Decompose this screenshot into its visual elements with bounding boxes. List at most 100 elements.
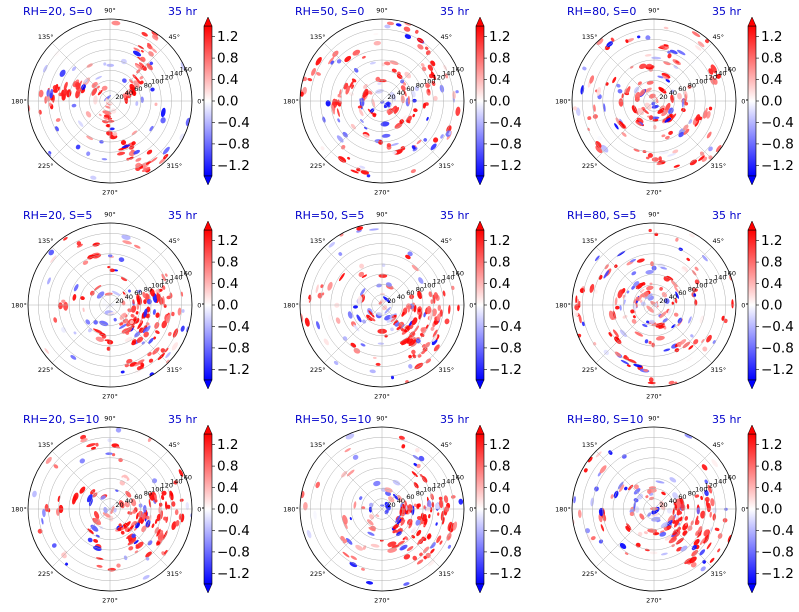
field-cell [153, 37, 158, 41]
field-cell [457, 304, 460, 312]
field-cell [618, 120, 625, 129]
colorbar-tick-label: −0.8 [761, 544, 794, 560]
colorbar-tick-label: −0.8 [217, 544, 250, 560]
field-cell [697, 531, 702, 537]
field-cell [71, 103, 77, 108]
theta-tick-label: 45° [441, 33, 453, 41]
field-cell [710, 498, 715, 507]
field-cell [95, 557, 104, 561]
field-cell [395, 23, 402, 27]
field-cell [664, 102, 671, 112]
field-cell [72, 294, 77, 301]
field-cell [345, 538, 353, 545]
theta-tick-label: 90° [104, 211, 116, 219]
field-cell [73, 492, 79, 502]
field-cell [171, 311, 175, 317]
colorbar: 1.2 0.8 0.4 0.0 −0.4 −0.8 −1.2 [203, 220, 250, 390]
theta-tick-label: 45° [713, 33, 725, 41]
field-cell [412, 454, 420, 461]
field-cell [694, 118, 700, 127]
field-cell [689, 159, 698, 166]
field-cell [373, 40, 381, 46]
field-cell [634, 91, 641, 101]
field-cell [75, 144, 81, 150]
field-cell [452, 521, 458, 531]
field-cell [384, 24, 391, 29]
field-cell [680, 268, 687, 273]
field-cell [321, 292, 325, 296]
radial-tick-label: 40 [669, 293, 677, 301]
radial-tick-label: 160 [180, 474, 192, 482]
field-cell [705, 107, 708, 113]
field-cell [394, 122, 403, 129]
theta-tick-label: 90° [376, 415, 388, 423]
field-cell [351, 84, 355, 90]
colorbar-tick-label: 0.4 [489, 276, 510, 292]
field-cell [135, 311, 139, 315]
theta-tick-label: 0° [469, 506, 476, 514]
field-cell [662, 318, 668, 323]
field-cell [77, 120, 84, 127]
field-cell [408, 339, 417, 346]
polar-grid [299, 222, 465, 388]
field-cell [630, 309, 635, 314]
radial-tick-label: 20 [659, 93, 667, 101]
field-cell [315, 321, 321, 330]
colorbar-extend-max [747, 424, 757, 435]
field-cell [686, 503, 690, 510]
theta-tick-label: 180° [555, 506, 571, 514]
colorbar-extend-max [475, 220, 485, 231]
field-cell [694, 266, 699, 271]
radial-tick-label: 20 [659, 501, 667, 509]
field-cell [145, 519, 151, 528]
field-cell [96, 85, 100, 89]
field-cell [429, 311, 433, 322]
field-cell [304, 317, 310, 327]
field-cell [694, 494, 700, 498]
field-cell [635, 121, 642, 127]
field-cell [416, 537, 424, 545]
field-cell [632, 315, 636, 319]
field-cell [425, 552, 431, 559]
field-cell [687, 84, 692, 89]
field-cell [101, 85, 108, 91]
field-cell [127, 535, 132, 540]
field-cell [73, 284, 79, 292]
theta-tick-label: 0° [469, 302, 476, 310]
field-cell [396, 326, 401, 331]
field-cell [394, 321, 399, 325]
field-cell [625, 39, 629, 43]
field-cell [180, 325, 185, 332]
field-cell [631, 105, 638, 114]
field-cell [102, 512, 111, 518]
field-cell [423, 312, 427, 318]
field-cell [685, 522, 688, 526]
field-cell [644, 87, 652, 93]
field-cell [668, 537, 677, 544]
field-layer [28, 20, 192, 180]
field-cell [118, 257, 125, 262]
field-cell [637, 107, 644, 116]
field-cell [375, 514, 380, 518]
theta-tick-label: 45° [713, 237, 725, 245]
theta-tick-label: 135° [38, 237, 54, 245]
field-cell [411, 534, 415, 539]
panel-time: 35 hr [168, 413, 197, 426]
field-cell [390, 327, 394, 332]
field-cell [355, 544, 364, 551]
field-cell [667, 50, 671, 54]
field-cell [156, 528, 161, 537]
field-cell [139, 75, 144, 80]
colorbar-tick-label: 0.8 [489, 51, 510, 67]
radial-tick-label: 160 [180, 66, 192, 74]
field-cell [446, 532, 452, 541]
angular-grid-line [381, 42, 441, 102]
field-cell [448, 130, 452, 136]
field-cell [141, 32, 148, 37]
colorbar-tick-label: 0.4 [761, 276, 782, 292]
field-cell [164, 347, 169, 353]
field-cell [132, 509, 137, 514]
colorbar-tick-label: 0.0 [489, 298, 510, 314]
field-cell [408, 354, 412, 359]
field-cell [695, 114, 701, 122]
